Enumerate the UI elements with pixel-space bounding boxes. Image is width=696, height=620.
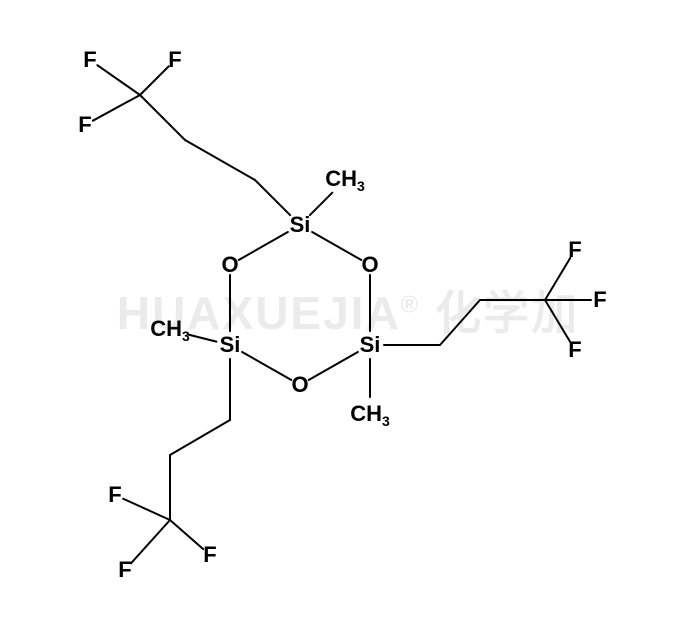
- atom-label-si: Si: [360, 332, 381, 358]
- bond: [242, 352, 291, 380]
- atom-label-si: Si: [220, 332, 241, 358]
- bond: [185, 140, 255, 180]
- atom-label-ch: CH3: [350, 401, 390, 429]
- atom-label-f: F: [168, 47, 181, 73]
- bond: [255, 180, 290, 215]
- bond: [170, 420, 230, 455]
- bond: [140, 95, 185, 140]
- atom-label-f: F: [83, 47, 96, 73]
- atom-label-f: F: [118, 557, 131, 583]
- bond: [140, 66, 169, 95]
- atom-label-f: F: [203, 542, 216, 568]
- atom-label-si: Si: [290, 212, 311, 238]
- atom-label-f: F: [593, 287, 606, 313]
- bond: [93, 95, 140, 121]
- atom-label-ch: CH3: [325, 166, 365, 194]
- atom-label-f: F: [568, 237, 581, 263]
- atom-label-ch: CH3: [150, 316, 190, 344]
- bond: [170, 520, 203, 549]
- bond: [123, 499, 170, 520]
- bond: [440, 300, 480, 345]
- atom-label-f: F: [568, 337, 581, 363]
- atom-label-o: O: [361, 252, 378, 278]
- atom-label-f: F: [108, 482, 121, 508]
- bond: [310, 193, 332, 215]
- bond: [545, 300, 570, 342]
- atom-label-o: O: [291, 372, 308, 398]
- molecule-svg: [0, 0, 696, 620]
- atom-label-f: F: [78, 112, 91, 138]
- bond: [545, 258, 570, 300]
- bond: [131, 520, 170, 563]
- bond: [309, 352, 358, 380]
- atom-label-o: O: [221, 252, 238, 278]
- bond: [312, 232, 361, 260]
- bond: [97, 65, 140, 95]
- bond: [187, 334, 216, 341]
- bond: [239, 232, 288, 260]
